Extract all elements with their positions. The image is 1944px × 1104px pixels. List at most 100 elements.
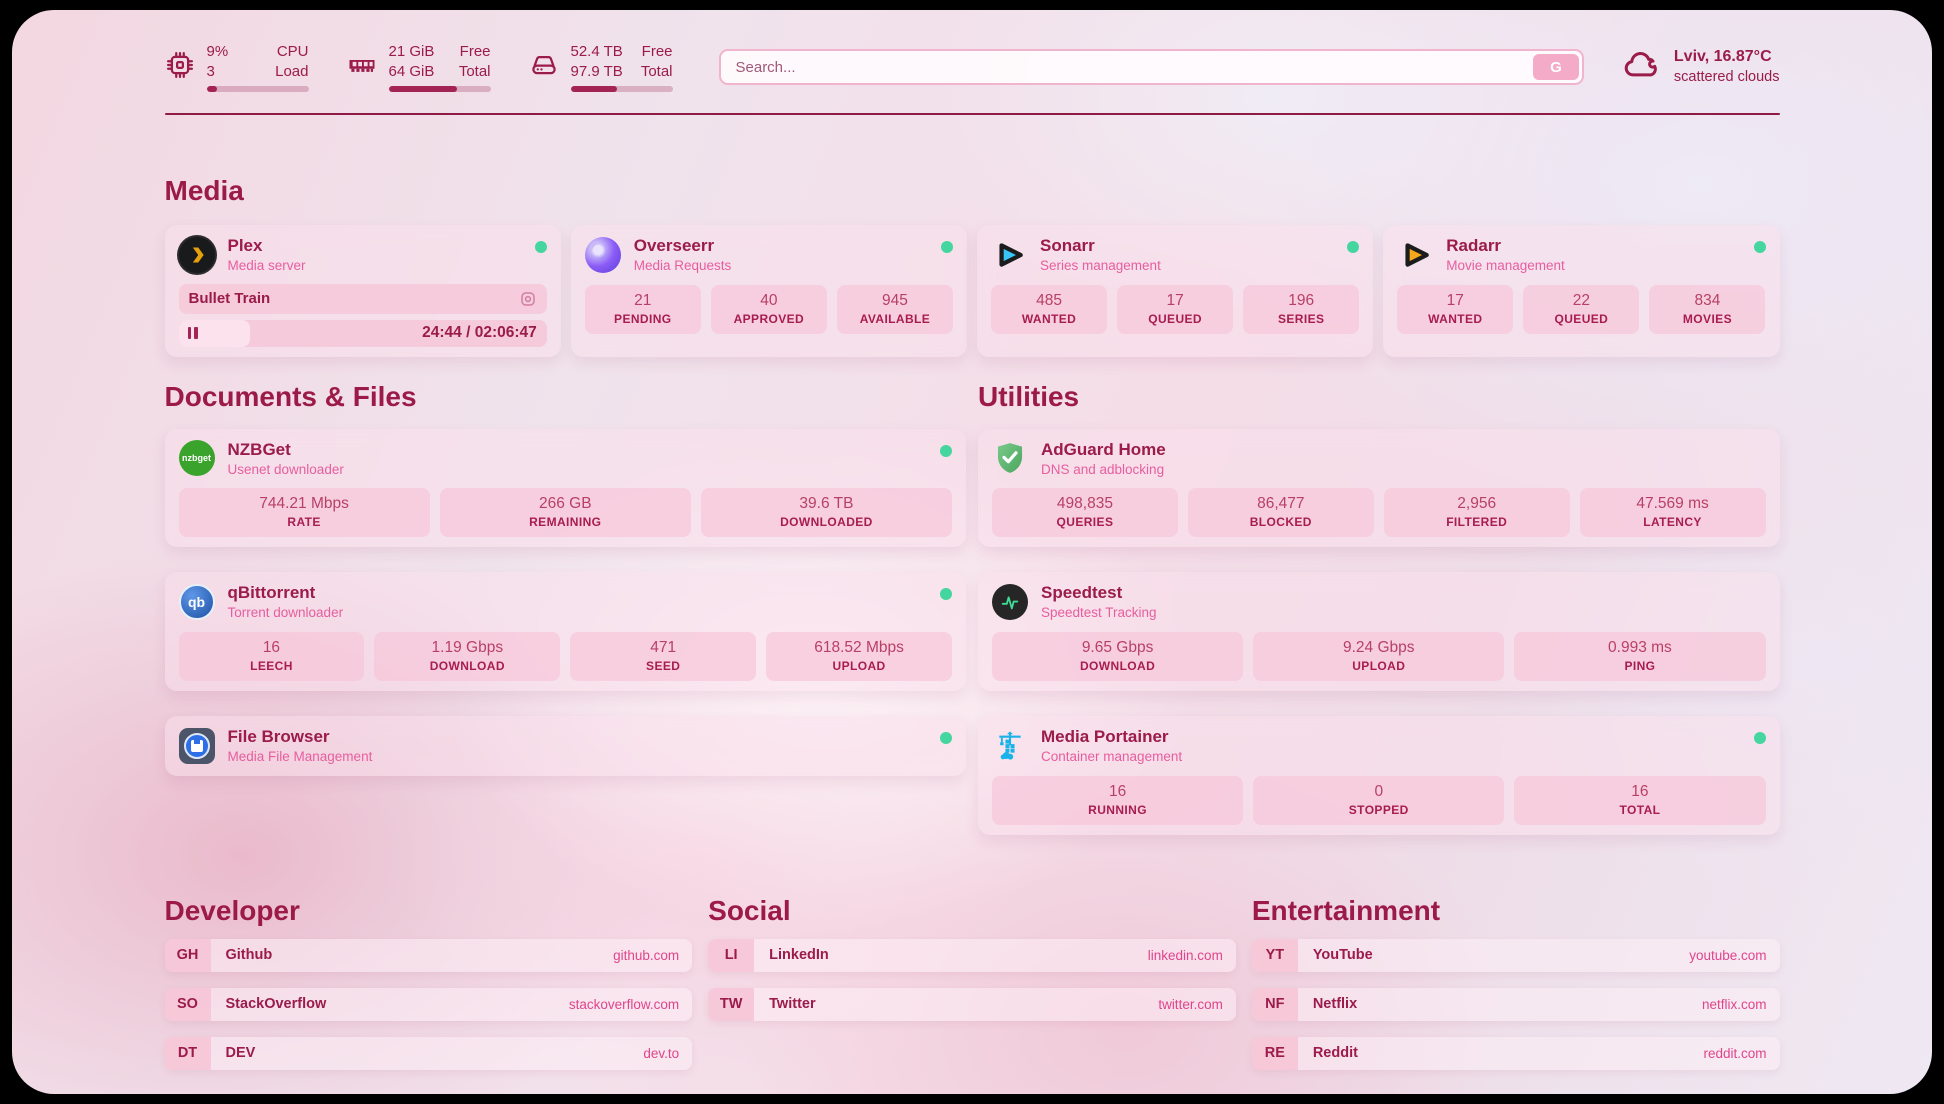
status-dot — [940, 731, 952, 744]
search-engine-button[interactable]: G — [1532, 54, 1579, 80]
stat-value: 1.19 Gbps — [431, 638, 504, 656]
stat-series: 196 SERIES — [1243, 284, 1360, 334]
bookmark-url: dev.to — [643, 1045, 680, 1061]
bookmark-abbr: YT — [1251, 938, 1298, 972]
pause-icon[interactable] — [187, 327, 198, 340]
app-subtitle: Media server — [227, 258, 306, 274]
memory-icon — [347, 50, 377, 85]
bookmark-dev[interactable]: DT DEV dev.to — [164, 1036, 693, 1070]
stat-label: LATENCY — [1643, 515, 1702, 530]
portainer-icon — [992, 728, 1028, 764]
app-subtitle: DNS and adblocking — [1041, 461, 1165, 477]
playback-progress-track: 24:44 / 02:06:47 — [178, 319, 547, 347]
bookmark-url: netflix.com — [1701, 996, 1767, 1012]
app-card-filebrowser[interactable]: File Browser Media File Management — [164, 715, 966, 776]
memory-total-label: Total — [458, 62, 491, 80]
stat-value: 21 — [634, 291, 652, 309]
app-subtitle: Series management — [1040, 258, 1161, 274]
stat-value: 485 — [1036, 291, 1062, 309]
dashboard: 9% 3 CPU Load — [12, 10, 1932, 1094]
speedtest-icon — [992, 584, 1028, 621]
bookmark-abbr: LI — [708, 938, 755, 972]
disk-progress-track — [570, 86, 673, 92]
cpu-percent: 9% — [206, 43, 229, 60]
status-dot — [534, 241, 547, 253]
app-card-sonarr[interactable]: Sonarr Series management 485 WANTED 17 Q… — [977, 225, 1374, 357]
stat-label: APPROVED — [733, 311, 805, 326]
playback-time: 24:44 / 02:06:47 — [422, 324, 537, 342]
bookmark-url: twitter.com — [1158, 996, 1223, 1012]
bookmark-abbr: NF — [1251, 987, 1298, 1021]
app-subtitle: Usenet downloader — [227, 461, 344, 477]
stat-wanted: 485 WANTED — [991, 284, 1108, 334]
cpu-progress-fill — [206, 86, 217, 92]
app-name: Plex — [227, 236, 263, 255]
radarr-icon — [1397, 237, 1433, 273]
disk-total: 97.9 TB — [570, 62, 623, 80]
now-playing-row: Bullet Train — [178, 283, 547, 314]
stat-value: 16 — [262, 638, 281, 656]
memory-progress-fill — [388, 86, 457, 92]
stat-approved: 40 APPROVED — [710, 284, 827, 334]
adguard-icon — [992, 440, 1028, 476]
bookmark-reddit[interactable]: RE Reddit reddit.com — [1251, 1036, 1780, 1070]
app-card-portainer[interactable]: Media Portainer Container management 16 … — [978, 715, 1780, 835]
app-subtitle: Container management — [1041, 749, 1183, 765]
qbittorrent-icon: qb — [178, 584, 215, 621]
playback-progress-fill — [178, 319, 251, 347]
app-name: Media Portainer — [1041, 726, 1169, 746]
cloud-icon — [1622, 47, 1662, 86]
app-card-speedtest[interactable]: Speedtest Speedtest Tracking 9.65 Gbps D… — [978, 572, 1780, 691]
stat-label: STOPPED — [1348, 802, 1409, 817]
app-card-overseerr[interactable]: Overseerr Media Requests 21 PENDING 40 A… — [570, 225, 967, 357]
bookmark-twitter[interactable]: TW Twitter twitter.com — [708, 987, 1236, 1021]
stat-label: PING — [1624, 658, 1656, 673]
media-cards-row: Plex Media server Bullet Train 24:44 / 0 — [164, 225, 1780, 357]
app-card-plex[interactable]: Plex Media server Bullet Train 24:44 / 0 — [164, 225, 561, 357]
stat-blocked: 86,477 BLOCKED — [1187, 488, 1374, 538]
app-card-radarr[interactable]: Radarr Movie management 17 WANTED 22 QUE… — [1383, 225, 1780, 357]
cpu-progress-track — [206, 86, 309, 92]
stat-label: RATE — [287, 515, 321, 530]
session-icon[interactable] — [519, 290, 537, 308]
stat-label: LEECH — [250, 658, 293, 673]
bookmark-linkedin[interactable]: LI LinkedIn linkedin.com — [708, 938, 1236, 972]
search-input[interactable] — [723, 58, 1533, 76]
bookmark-youtube[interactable]: YT YouTube youtube.com — [1251, 938, 1780, 972]
stat-movies: 834 MOVIES — [1649, 284, 1766, 334]
app-subtitle: Torrent downloader — [227, 605, 344, 621]
app-subtitle: Speedtest Tracking — [1041, 605, 1157, 621]
bookmark-name: LinkedIn — [769, 947, 829, 964]
stat-value: 22 — [1572, 291, 1590, 309]
cpu-widget: 9% 3 CPU Load — [165, 42, 309, 92]
stat-ping: 0.993 ms PING — [1514, 631, 1766, 681]
stat-value: 39.6 TB — [799, 495, 854, 513]
stat-value: 471 — [650, 638, 677, 656]
stat-label: QUEUED — [1554, 311, 1609, 326]
app-name: File Browser — [227, 726, 330, 746]
stat-remaining: 266 GB REMAINING — [439, 488, 691, 538]
bookmark-netflix[interactable]: NF Netflix netflix.com — [1251, 987, 1780, 1021]
overseerr-icon — [584, 236, 621, 273]
bookmark-name: Github — [225, 947, 273, 964]
bookmark-name: Netflix — [1312, 996, 1358, 1013]
stat-label: TOTAL — [1619, 802, 1661, 817]
stat-latency: 47.569 ms LATENCY — [1579, 488, 1766, 538]
stat-total: 16 TOTAL — [1514, 775, 1766, 825]
app-card-nzbget[interactable]: nzbget NZBGet Usenet downloader 744.21 M… — [164, 428, 966, 548]
stat-label: SEED — [646, 658, 681, 673]
app-name: qBittorrent — [227, 583, 316, 603]
stat-label: DOWNLOAD — [1079, 658, 1156, 673]
bookmark-name: Reddit — [1312, 1045, 1358, 1062]
status-dot — [940, 444, 952, 457]
app-subtitle: Media File Management — [227, 749, 373, 765]
stat-label: UPLOAD — [832, 658, 886, 673]
app-card-adguard[interactable]: AdGuard Home DNS and adblocking 498,835 … — [978, 428, 1780, 548]
cpu-label: CPU — [276, 43, 309, 60]
bookmark-github[interactable]: GH Github github.com — [164, 938, 693, 972]
stat-downloaded: 39.6 TB DOWNLOADED — [700, 488, 953, 538]
bookmark-stackoverflow[interactable]: SO StackOverflow stackoverflow.com — [164, 987, 693, 1021]
stat-value: 744.21 Mbps — [259, 495, 349, 513]
bookmark-url: reddit.com — [1703, 1045, 1767, 1061]
app-card-qbittorrent[interactable]: qb qBittorrent Torrent downloader 16 LEE… — [164, 572, 966, 691]
